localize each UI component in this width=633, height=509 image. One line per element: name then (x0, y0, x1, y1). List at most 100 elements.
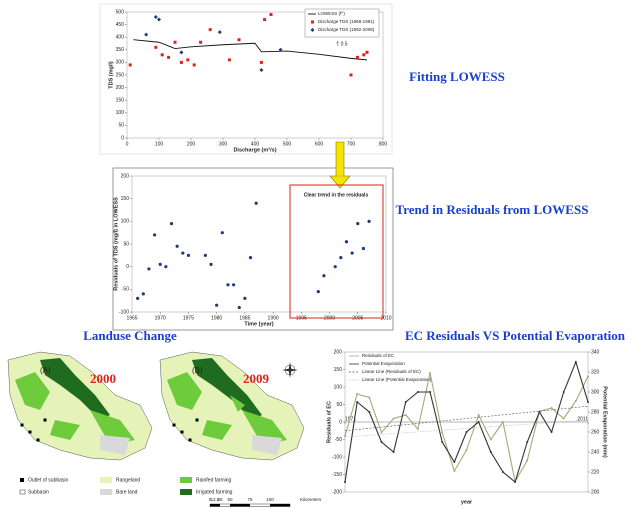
scale-label: 0 (209, 497, 212, 502)
y-axis-label: Residuals of TDS (mg/l) in LOWESS (113, 197, 119, 291)
point (489, 438, 492, 441)
point (574, 400, 577, 402)
legend (304, 8, 380, 38)
point (248, 256, 253, 260)
map-year: 2009 (243, 371, 270, 386)
legend-label: Rainfed farming (196, 477, 232, 483)
x-axis-label: Time (year) (244, 321, 273, 327)
point (349, 73, 353, 77)
scale-label: 100 (266, 497, 274, 502)
point (333, 265, 337, 269)
point (226, 283, 230, 287)
point (128, 63, 132, 67)
point (208, 28, 212, 32)
x-tick-label: 1990 (268, 315, 279, 321)
point (147, 267, 151, 271)
point (220, 231, 224, 235)
x-tick-label: 1971 (345, 416, 356, 422)
y-tick-label: 500 (116, 9, 125, 15)
scale-label: 75 (247, 497, 253, 502)
point (158, 262, 162, 266)
outlet-marker (180, 430, 184, 434)
y-tick-label: 50 (336, 402, 342, 408)
heading: Trend in Residuals from LOWESS (396, 202, 589, 217)
legend-label: Discharge TDS (1968-1991) (318, 19, 375, 24)
x-tick-label: 1975 (183, 315, 194, 321)
map-label: (B) (192, 366, 203, 375)
chart-frame (99, 3, 393, 155)
point (392, 451, 395, 453)
annotation: f: 0.5 (336, 41, 347, 47)
point (192, 63, 196, 67)
x-tick-label: 800 (379, 141, 388, 147)
y2-tick-label: 280 (591, 409, 600, 415)
legend-label: LOWESS (f^) (318, 11, 345, 16)
scale-label: 12.5 (211, 497, 220, 502)
point (339, 256, 343, 260)
point (587, 375, 589, 378)
map: (A) 2000 (7, 351, 153, 461)
line (133, 39, 368, 61)
point (429, 372, 432, 374)
point (404, 401, 407, 403)
outlet-marker (28, 430, 32, 434)
y-tick-label: 100 (334, 384, 343, 390)
point (344, 481, 346, 483)
point (538, 411, 541, 413)
outlet-marker (20, 423, 24, 427)
x-tick-label: 100 (155, 141, 164, 147)
y-tick-label: 50 (123, 241, 129, 247)
legend-label: Discharge TDS (1992-2008) (318, 27, 375, 32)
point (144, 32, 149, 37)
point (209, 262, 213, 266)
point (199, 40, 203, 44)
point (344, 240, 349, 244)
x-tick-label: 1970 (155, 315, 166, 321)
point (429, 391, 432, 393)
y-tick-label: -100 (119, 309, 129, 315)
outlet-marker (43, 418, 47, 422)
x-tick-label: 1980 (211, 315, 222, 321)
point (173, 40, 177, 44)
x-tick-label: 700 (347, 141, 356, 147)
y-tick-label: 150 (116, 98, 125, 104)
point (154, 45, 158, 49)
point (164, 265, 168, 269)
point (136, 296, 140, 300)
heading: Fitting LOWESS (409, 69, 505, 84)
point (203, 253, 207, 257)
x-tick-label: 500 (283, 141, 292, 147)
point (587, 401, 589, 403)
scale-label: 25 (217, 497, 223, 502)
x-tick-label: 2011 (577, 416, 588, 422)
compass (282, 362, 298, 378)
y-axis-label: Residuals of EC (326, 401, 332, 443)
y-tick-label: -100 (332, 454, 342, 460)
y-tick-label: 200 (116, 85, 125, 91)
y2-tick-label: 320 (591, 369, 600, 375)
point (453, 461, 456, 463)
y-tick-label: -50 (122, 287, 129, 293)
legend-label: Linear Line (Residuals of EC) (362, 369, 421, 374)
y-tick-label: -150 (332, 472, 342, 478)
legend-label: Bare land (116, 489, 138, 495)
point (392, 417, 395, 420)
y2-tick-label: 300 (591, 389, 600, 395)
y-tick-label: 150 (334, 367, 343, 373)
x-tick-label: 600 (315, 141, 324, 147)
map-legend: Outlet of subbasin Subbasin Rangeland Ba… (19, 477, 233, 495)
point (465, 449, 468, 451)
line (344, 405, 589, 432)
x-tick-label: 400 (251, 141, 260, 147)
point (489, 451, 492, 453)
point (167, 55, 171, 59)
map-label: (A) (40, 366, 51, 375)
point (356, 401, 359, 403)
point (367, 219, 371, 223)
y-tick-label: 400 (116, 35, 125, 41)
point (141, 292, 145, 296)
point (365, 50, 369, 54)
point (237, 38, 241, 42)
y-axis-label: TDS (mg/l) (108, 61, 114, 89)
legend-label: Linear Line (Potential Evaporation) (362, 377, 432, 382)
